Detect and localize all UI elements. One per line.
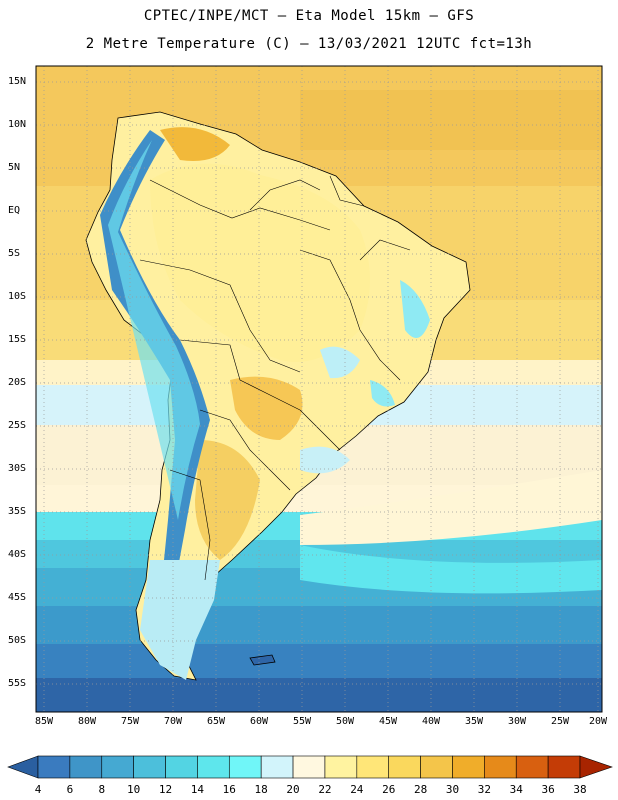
colorbar-label: 10 [127, 783, 141, 796]
colorbar-label: 4 [34, 783, 42, 796]
longitude-label: 50W [335, 716, 355, 727]
latitude-label: 40S [8, 549, 27, 560]
colorbar-label: 12 [158, 783, 173, 796]
latitude-label: 30S [8, 463, 27, 474]
colorbar-label: 14 [190, 783, 205, 796]
map-field [36, 66, 602, 712]
latitude-label: 25S [8, 420, 27, 431]
country-borders [139, 175, 411, 581]
longitude-label: 40W [421, 716, 441, 727]
latitude-label: 45S [8, 592, 27, 603]
longitude-label: 55W [292, 716, 312, 727]
longitude-label: 35W [464, 716, 484, 727]
colorbar-segment [420, 755, 453, 779]
colorbar-label: 26 [382, 783, 396, 796]
longitude-label: 85W [34, 716, 54, 727]
latitude-label: 5S [8, 248, 21, 259]
latitude-label: 20S [8, 377, 27, 388]
colorbar-segment [260, 755, 294, 779]
longitude-label: 30W [507, 716, 527, 727]
colorbar-segment [484, 755, 517, 779]
longitude-label: 25W [550, 716, 570, 727]
colorbar-segment [69, 755, 103, 779]
colorbar-arrow-low [7, 755, 39, 779]
longitude-label: 80W [77, 716, 97, 727]
colorbar-segment [228, 755, 262, 779]
colorbar-segment [133, 755, 166, 779]
colorbar-segment [165, 755, 198, 779]
title-line-2: 2 Metre Temperature (C) – 13/03/2021 12U… [85, 36, 533, 52]
colorbar-label: 36 [541, 783, 555, 796]
colorbar-label: 24 [350, 783, 364, 796]
longitude-label: 65W [206, 716, 226, 727]
colorbar-label: 18 [254, 783, 268, 796]
latitude-label: EQ [8, 205, 21, 216]
colorbar-label: 28 [413, 783, 428, 796]
colorbar-segment [515, 755, 549, 779]
colorbar-label: 30 [445, 783, 460, 796]
longitude-label: 75W [120, 716, 140, 727]
latitude-label: 50S [8, 635, 27, 646]
colorbar-label: 38 [573, 783, 587, 796]
latitude-label: 10N [8, 119, 27, 130]
colorbar-label: 34 [509, 783, 523, 796]
latitude-label: 5N [8, 162, 21, 173]
latitude-label: 10S [8, 291, 27, 302]
colorbar [7, 755, 613, 779]
colorbar-label: 22 [318, 783, 332, 796]
colorbar-label: 16 [222, 783, 236, 796]
colorbar-segment [388, 755, 421, 779]
colorbar-segment [547, 755, 581, 779]
latitude-label: 15N [8, 76, 27, 87]
longitude-label: 45W [378, 716, 398, 727]
colorbar-label: 6 [66, 783, 74, 796]
colorbar-label: 8 [98, 783, 106, 796]
latitude-label: 15S [8, 334, 27, 345]
colorbar-segment [452, 755, 485, 779]
colorbar-arrow-high [579, 755, 613, 779]
title-line-1: CPTEC/INPE/MCT – Eta Model 15km – GFS [143, 8, 475, 24]
colorbar-segment [197, 755, 230, 779]
colorbar-label: 20 [286, 783, 300, 796]
map-frame [35, 65, 603, 713]
longitude-label: 70W [163, 716, 183, 727]
colorbar-segment [324, 755, 358, 779]
colorbar-segment [101, 755, 134, 779]
colorbar-segment [37, 755, 71, 779]
longitude-label: 60W [249, 716, 269, 727]
latitude-label: 55S [8, 678, 27, 689]
colorbar-label: 32 [477, 783, 491, 796]
colorbar-segment [292, 755, 326, 779]
colorbar-segment [356, 755, 390, 779]
latitude-label: 35S [8, 506, 27, 517]
longitude-label: 20W [588, 716, 608, 727]
